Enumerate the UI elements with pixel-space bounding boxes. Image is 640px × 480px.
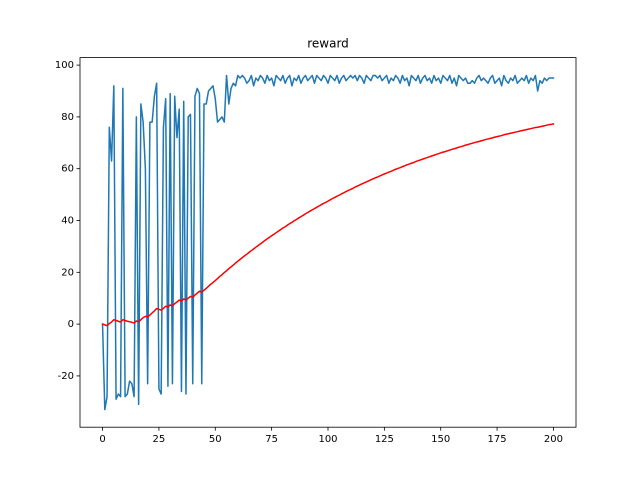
y-tick-label: 40: [61, 216, 74, 227]
y-tick-label: 60: [61, 164, 74, 175]
x-tick-label: 100: [318, 434, 337, 445]
plot-frame: [79, 57, 577, 428]
chart-title: reward: [307, 37, 349, 51]
x-tick-label: 150: [431, 434, 450, 445]
x-tick-label: 175: [488, 434, 507, 445]
x-tick-label: 75: [265, 434, 278, 445]
x-tick-label: 50: [209, 434, 222, 445]
x-tick-label: 125: [375, 434, 394, 445]
y-tick-label: 100: [55, 60, 74, 71]
data-line: [101, 123, 555, 327]
y-tick-label: 0: [68, 319, 74, 330]
x-tick-label: 25: [153, 434, 166, 445]
y-tick-label: 20: [61, 267, 74, 278]
y-tick-label: 80: [61, 112, 74, 123]
data-line: [101, 74, 555, 411]
x-tick-label: 0: [99, 434, 105, 445]
x-tick-label: 200: [544, 434, 563, 445]
y-tick-label: -20: [58, 371, 74, 382]
